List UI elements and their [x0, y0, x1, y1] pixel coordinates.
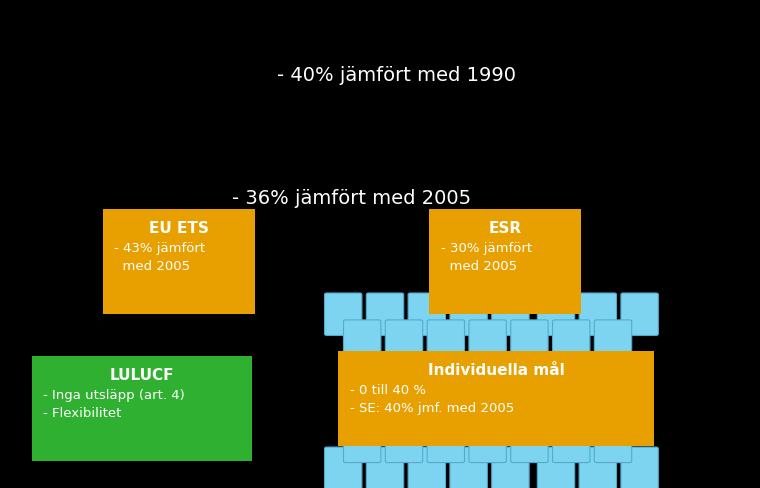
FancyBboxPatch shape — [621, 447, 658, 488]
FancyBboxPatch shape — [325, 447, 362, 488]
FancyBboxPatch shape — [492, 447, 529, 488]
FancyBboxPatch shape — [32, 356, 252, 461]
FancyBboxPatch shape — [553, 320, 590, 363]
Text: EU ETS: EU ETS — [149, 221, 208, 236]
FancyBboxPatch shape — [427, 420, 464, 463]
FancyBboxPatch shape — [103, 210, 255, 315]
FancyBboxPatch shape — [537, 293, 575, 336]
FancyBboxPatch shape — [366, 293, 404, 336]
Text: LULUCF: LULUCF — [110, 367, 174, 382]
FancyBboxPatch shape — [366, 447, 404, 488]
FancyBboxPatch shape — [469, 420, 506, 463]
FancyBboxPatch shape — [408, 447, 445, 488]
FancyBboxPatch shape — [325, 293, 362, 336]
Text: Individuella mål: Individuella mål — [428, 362, 564, 377]
FancyBboxPatch shape — [385, 420, 423, 463]
Text: - 0 till 40 %
- SE: 40% jmf. med 2005: - 0 till 40 % - SE: 40% jmf. med 2005 — [350, 383, 514, 414]
Text: - Inga utsläpp (art. 4)
- Flexibilitet: - Inga utsläpp (art. 4) - Flexibilitet — [43, 388, 185, 419]
FancyBboxPatch shape — [450, 293, 487, 336]
FancyBboxPatch shape — [450, 447, 487, 488]
FancyBboxPatch shape — [553, 420, 590, 463]
FancyBboxPatch shape — [579, 293, 616, 336]
FancyBboxPatch shape — [511, 320, 548, 363]
Text: - 43% jämfört
  med 2005: - 43% jämfört med 2005 — [114, 242, 205, 272]
FancyBboxPatch shape — [408, 293, 445, 336]
Text: - 30% jämfört
  med 2005: - 30% jämfört med 2005 — [441, 242, 532, 272]
FancyBboxPatch shape — [344, 420, 381, 463]
FancyBboxPatch shape — [579, 447, 616, 488]
FancyBboxPatch shape — [621, 293, 658, 336]
FancyBboxPatch shape — [385, 320, 423, 363]
Text: - 40% jämfört med 1990: - 40% jämfört med 1990 — [277, 66, 516, 85]
FancyBboxPatch shape — [344, 320, 381, 363]
FancyBboxPatch shape — [427, 320, 464, 363]
FancyBboxPatch shape — [594, 320, 632, 363]
FancyBboxPatch shape — [537, 447, 575, 488]
FancyBboxPatch shape — [594, 420, 632, 463]
FancyBboxPatch shape — [511, 420, 548, 463]
Text: ESR: ESR — [489, 221, 522, 236]
FancyBboxPatch shape — [469, 320, 506, 363]
FancyBboxPatch shape — [429, 210, 581, 315]
FancyBboxPatch shape — [338, 351, 654, 447]
FancyBboxPatch shape — [492, 293, 529, 336]
Text: - 36% jämfört med 2005: - 36% jämfört med 2005 — [232, 188, 471, 207]
